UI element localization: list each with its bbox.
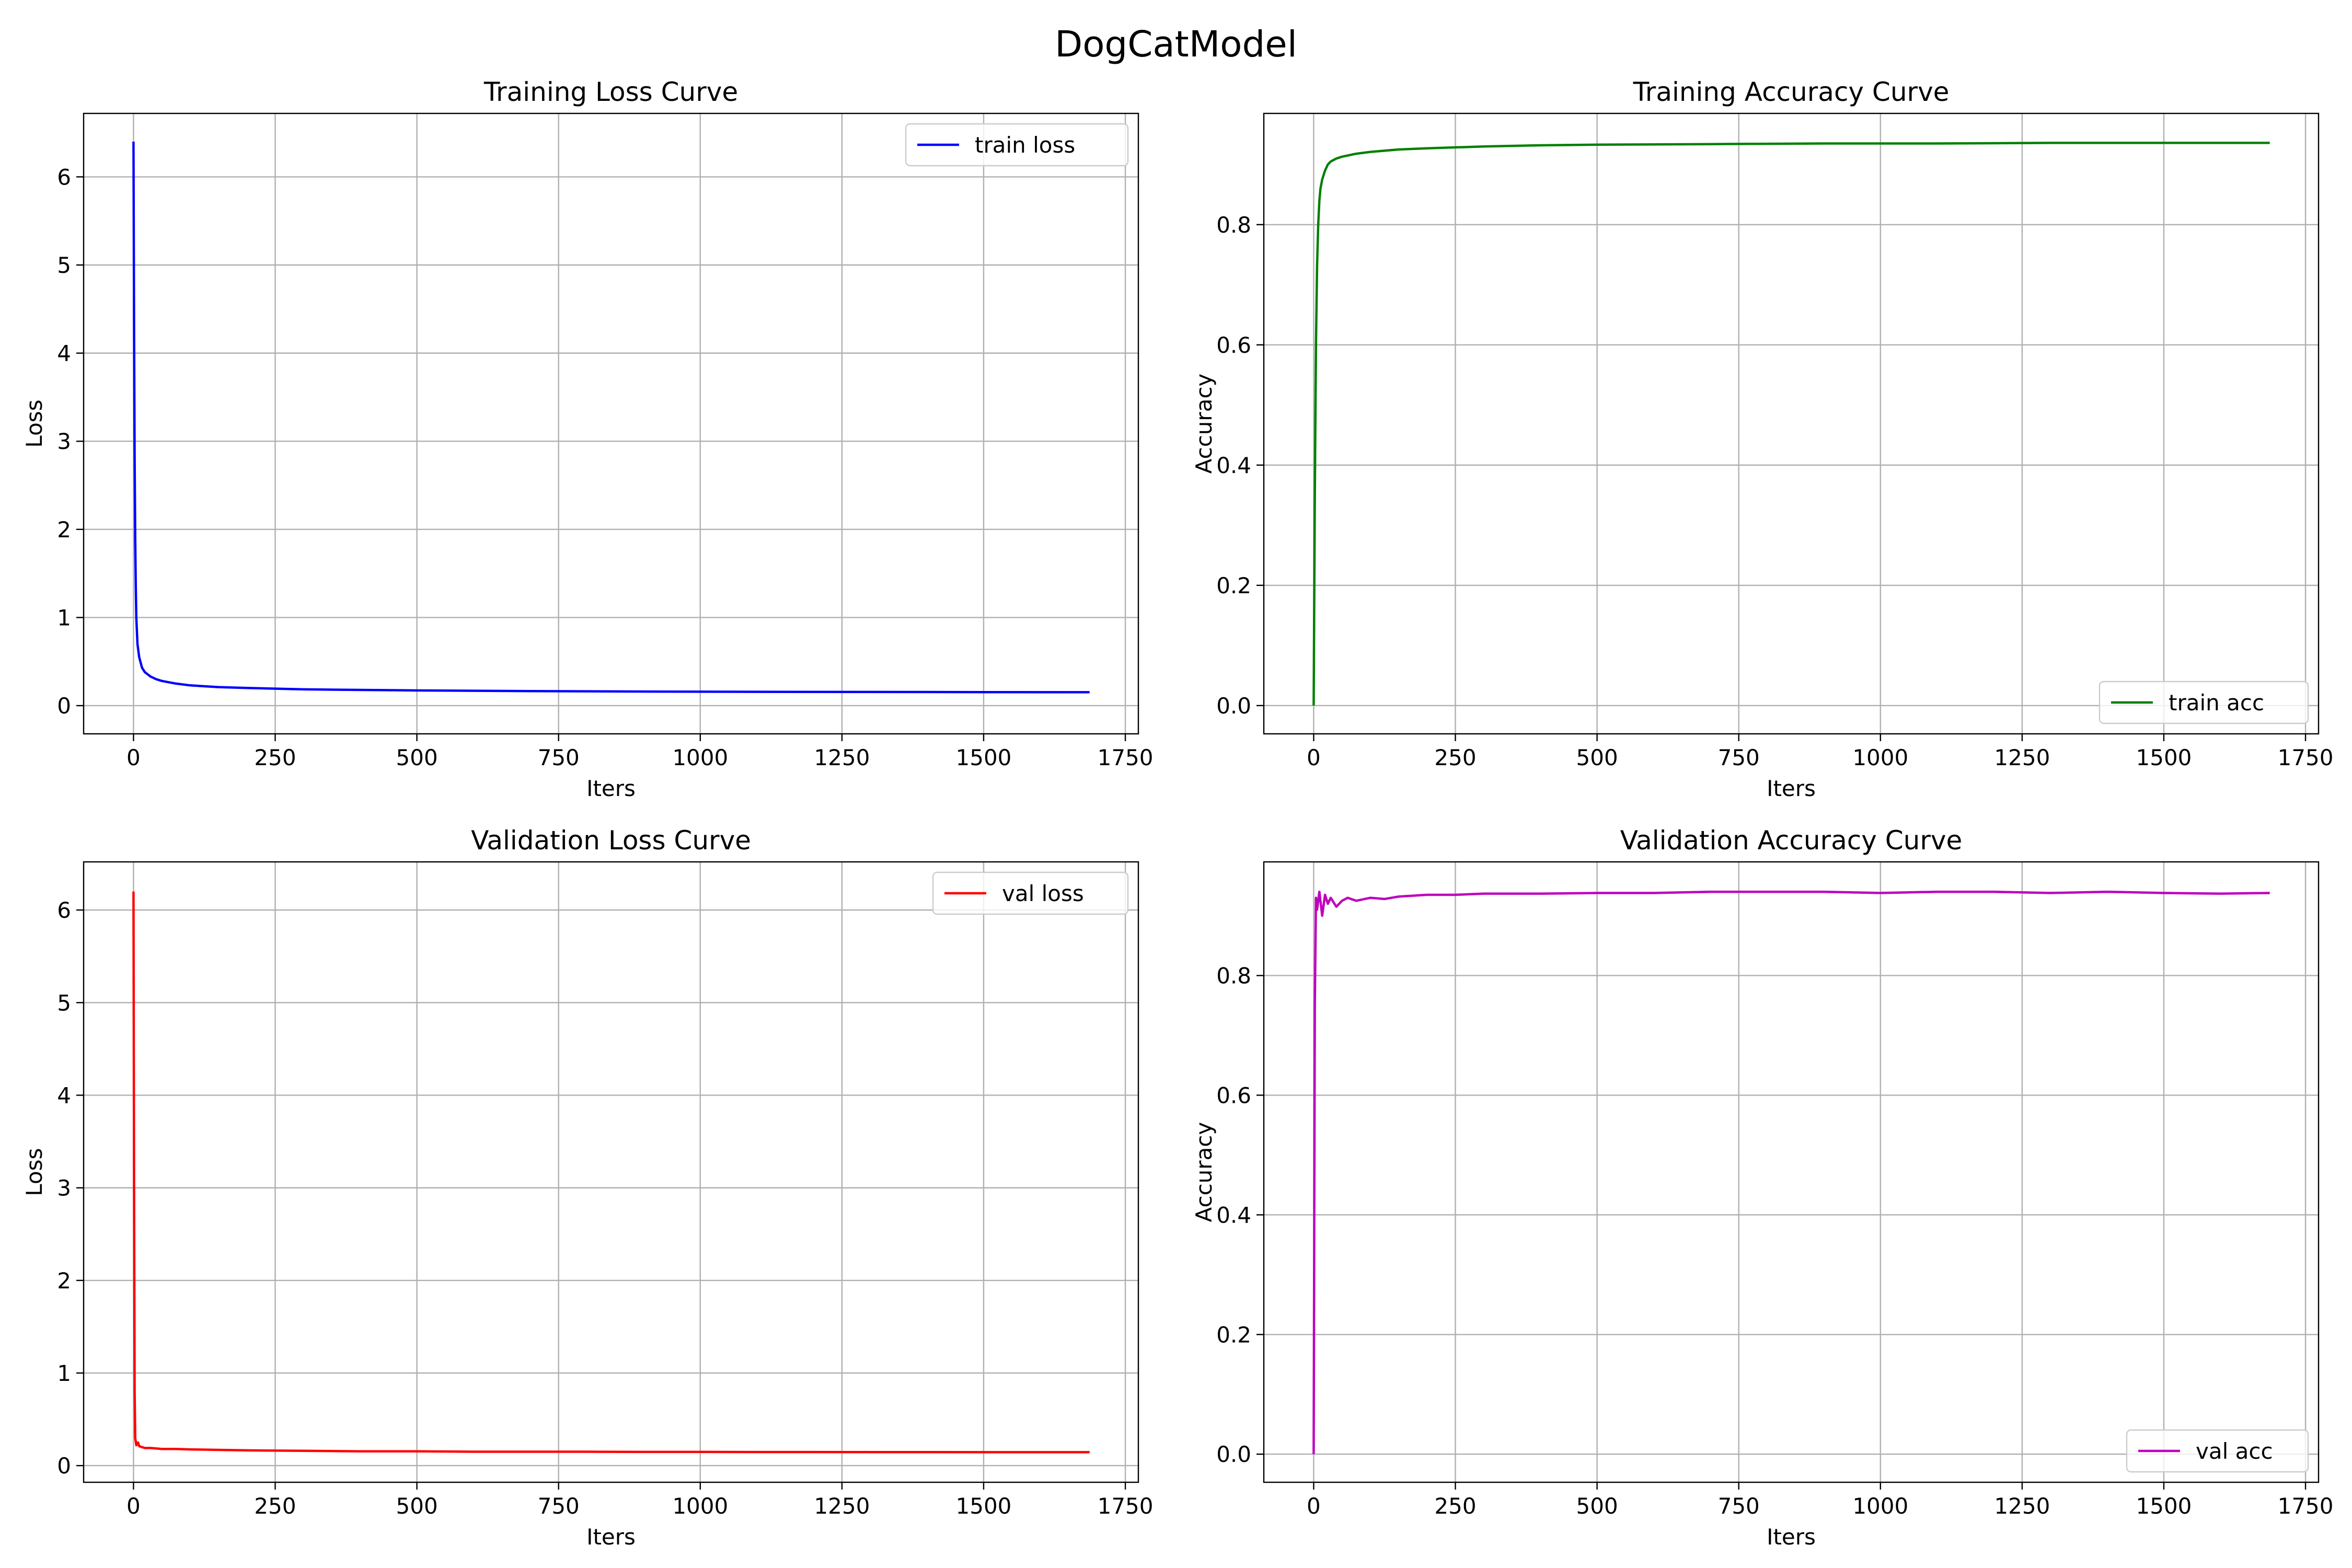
legend: val acc <box>2126 1429 2309 1473</box>
axes-title: Validation Loss Curve <box>471 825 751 856</box>
x-tick-label: 1500 <box>2136 745 2192 770</box>
x-tick-label: 1750 <box>1098 1493 1154 1519</box>
legend: val loss <box>932 871 1129 915</box>
y-tick-label: 0.6 <box>1216 332 1251 358</box>
y-tick-label: 3 <box>57 429 71 454</box>
axes-frame <box>1263 861 2320 1483</box>
y-tick-label: 4 <box>57 1082 71 1108</box>
x-tick-label: 0 <box>126 1493 141 1519</box>
x-tick-label: 1000 <box>1852 745 1908 770</box>
legend: train loss <box>905 123 1129 167</box>
x-tick-label: 1750 <box>2278 1493 2334 1519</box>
x-tick-label: 500 <box>1576 745 1618 770</box>
x-tick-label: 500 <box>1576 1493 1618 1519</box>
x-tick-label: 1250 <box>814 745 870 770</box>
y-tick-label: 0.8 <box>1216 963 1251 988</box>
x-tick-label: 1250 <box>1994 1493 2050 1519</box>
x-tick-label: 1750 <box>1098 745 1154 770</box>
x-tick-label: 1000 <box>1852 1493 1908 1519</box>
x-tick-label: 1000 <box>672 745 728 770</box>
x-tick-label: 250 <box>254 1493 296 1519</box>
legend-label: val acc <box>2196 1438 2273 1464</box>
legend-label: val loss <box>1002 881 1084 906</box>
x-tick-label: 1500 <box>956 745 1012 770</box>
x-tick-label: 750 <box>1718 745 1760 770</box>
x-tick-label: 250 <box>254 745 296 770</box>
y-axis-label: Loss <box>21 1148 47 1196</box>
x-tick-label: 1250 <box>1994 745 2050 770</box>
y-tick-label: 0.2 <box>1216 573 1251 598</box>
x-tick-label: 1750 <box>2278 745 2334 770</box>
y-tick-label: 0.8 <box>1216 212 1251 238</box>
x-tick-label: 500 <box>396 745 438 770</box>
y-tick-label: 0 <box>57 1453 71 1479</box>
legend-box <box>905 123 1129 167</box>
axes-title: Training Accuracy Curve <box>1633 77 1950 107</box>
y-tick-label: 0.4 <box>1216 1202 1251 1228</box>
y-tick-label: 1 <box>57 1361 71 1386</box>
legend: train acc <box>2099 681 2309 724</box>
x-tick-label: 1000 <box>672 1493 728 1519</box>
chart-train_acc: 0 250 500 750 1000 1250 1500 1750 0.0 0.2 0.4 0.6 0.… <box>1191 77 2334 801</box>
y-tick-label: 3 <box>57 1175 71 1201</box>
y-tick-label: 5 <box>57 252 71 278</box>
y-tick-label: 0 <box>57 693 71 719</box>
x-tick-label: 1250 <box>814 1493 870 1519</box>
figure-suptitle: DogCatModel <box>1055 24 1297 65</box>
y-tick-label: 6 <box>57 897 71 923</box>
legend-label: train acc <box>2169 690 2264 716</box>
x-tick-label: 0 <box>126 745 141 770</box>
axes-frame <box>83 861 1139 1483</box>
y-axis-label: Accuracy <box>1191 1122 1217 1223</box>
y-tick-label: 4 <box>57 341 71 366</box>
legend-box <box>2126 1429 2309 1473</box>
y-tick-label: 0.6 <box>1216 1082 1251 1108</box>
chart-val_loss: 0 250 500 750 1000 1250 1500 1750 0 1 2 3 4 5 6 Validat… <box>21 825 1154 1550</box>
x-tick-label: 750 <box>538 745 580 770</box>
legend-box <box>2099 681 2309 724</box>
x-tick-label: 750 <box>538 1493 580 1519</box>
x-tick-label: 500 <box>396 1493 438 1519</box>
chart-train_loss: 0 250 500 750 1000 1250 1500 1750 0 1 2 3 4 5 6 Trainin… <box>21 77 1154 801</box>
legend-label: train loss <box>975 132 1075 158</box>
series-line <box>1312 142 2270 706</box>
x-tick-label: 0 <box>1307 1493 1321 1519</box>
y-tick-label: 0.4 <box>1216 453 1251 478</box>
axes-frame <box>1263 112 2320 735</box>
x-axis-label: Iters <box>1767 1524 1816 1550</box>
y-tick-label: 1 <box>57 605 71 630</box>
series-line <box>1312 890 2270 1455</box>
series-line <box>132 891 1090 1454</box>
axes-title: Training Loss Curve <box>483 77 738 107</box>
y-axis-label: Loss <box>21 399 47 447</box>
x-tick-label: 1500 <box>956 1493 1012 1519</box>
x-axis-label: Iters <box>1767 776 1816 801</box>
axes-title: Validation Accuracy Curve <box>1620 825 1962 856</box>
y-axis-label: Accuracy <box>1191 374 1217 474</box>
x-tick-label: 1500 <box>2136 1493 2192 1519</box>
y-tick-label: 0.2 <box>1216 1322 1251 1347</box>
y-tick-label: 0.0 <box>1216 1442 1251 1467</box>
x-tick-label: 250 <box>1434 745 1476 770</box>
x-axis-label: Iters <box>586 776 636 801</box>
y-tick-label: 0.0 <box>1216 693 1251 719</box>
y-tick-label: 2 <box>57 1268 71 1294</box>
x-tick-label: 750 <box>1718 1493 1760 1519</box>
y-tick-label: 6 <box>57 164 71 190</box>
x-tick-label: 250 <box>1434 1493 1476 1519</box>
x-axis-label: Iters <box>586 1524 636 1550</box>
y-tick-label: 5 <box>57 990 71 1016</box>
chart-val_acc: 0 250 500 750 1000 1250 1500 1750 0.0 0.2 0.4 0.6 0.… <box>1191 825 2334 1550</box>
x-tick-label: 0 <box>1307 745 1321 770</box>
legend-box <box>932 871 1129 915</box>
y-tick-label: 2 <box>57 517 71 543</box>
axes-frame <box>83 112 1139 735</box>
series-line <box>132 141 1090 694</box>
